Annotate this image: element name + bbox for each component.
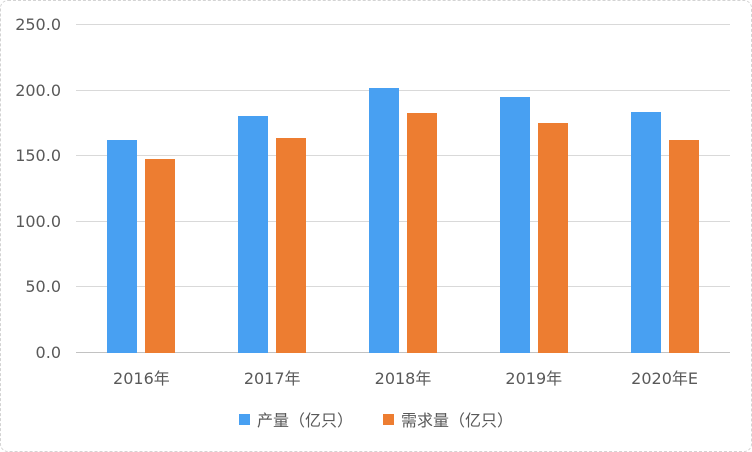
x-tick-label: 2020年E	[631, 369, 699, 388]
bar-series-1-2018年	[369, 87, 399, 353]
x-tick-label: 2016年	[113, 369, 170, 388]
x-tick-label: 2018年	[374, 369, 432, 388]
bar-series-2-2018年	[407, 112, 437, 353]
legend: 产量（亿只） 需求量（亿只）	[1, 407, 751, 431]
legend-swatch-icon	[383, 413, 394, 425]
y-axis-labels: 0.0 50.0 100.0 150.0 200.0 250.0	[1, 17, 61, 361]
gridline	[76, 286, 730, 288]
x-tick-label: 2019年	[505, 369, 563, 388]
y-tick-label: 150.0	[15, 146, 61, 166]
legend-label: 产量（亿只）	[256, 411, 353, 430]
legend-swatch-icon	[238, 413, 250, 425]
gridline	[76, 89, 730, 91]
plot-area	[76, 24, 730, 353]
y-tick-label: 100.0	[15, 211, 61, 231]
x-axis-line	[76, 352, 730, 353]
bar-series-1-2017年	[238, 115, 269, 353]
gridline	[76, 220, 730, 222]
bar-series-2-2017年	[276, 137, 307, 353]
bar-series-1-2020年E	[630, 111, 661, 353]
bar-series-2-2019年	[537, 123, 568, 353]
legend-label: 需求量（亿只）	[401, 411, 514, 430]
gridline	[76, 155, 730, 157]
y-tick-label: 0.0	[35, 343, 61, 362]
legend-item-2: 需求量（亿只）	[383, 407, 513, 431]
bar-series-1-2019年	[499, 97, 530, 353]
bar-series-2-2020年E	[668, 140, 699, 353]
y-tick-label: 250.0	[15, 15, 61, 34]
x-tick-label: 2017年	[243, 369, 301, 388]
bar-series-2-2016年	[145, 158, 176, 353]
bar-series-1-2016年	[107, 140, 138, 353]
y-tick-label: 200.0	[15, 80, 61, 100]
x-axis-labels: 2016年 2017年 2018年 2019年 2020年E	[76, 365, 730, 388]
legend-item-1: 产量（亿只）	[238, 407, 353, 431]
gridline	[76, 24, 730, 25]
y-tick-label: 50.0	[25, 277, 61, 297]
